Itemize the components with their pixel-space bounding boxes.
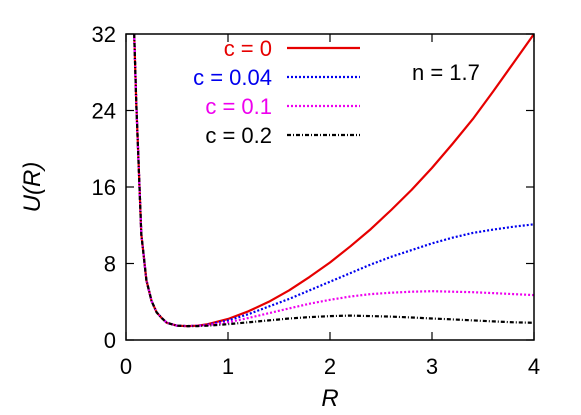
y-tick-label-2: 16 [92,175,116,200]
series-line-3 [133,34,534,328]
x-tick-label-2: 2 [324,354,336,379]
ticks-layer: 0 1 2 3 4 0 8 16 24 32 [92,22,541,379]
x-tick-label-3: 3 [426,354,438,379]
x-tick-label-1: 1 [222,354,234,379]
legend-label-3: c = 0.2 [205,123,272,148]
y-tick-label-4: 32 [92,22,116,47]
x-tick-label-0: 0 [120,354,132,379]
y-tick-label-1: 8 [104,252,116,277]
series-layer [133,34,534,328]
y-axis-label: U(R) [19,162,46,213]
series-line-1 [133,34,534,328]
legend-label-2: c = 0.1 [205,94,272,119]
series-line-0 [133,34,534,328]
x-tick-label-4: 4 [528,354,540,379]
series-line-2 [133,34,534,328]
y-tick-label-3: 24 [92,99,116,124]
n-annotation: n = 1.7 [412,60,480,85]
legend: c = 0 c = 0.04 c = 0.1 c = 0.2 [193,36,360,148]
legend-label-1: c = 0.04 [193,65,272,90]
legend-label-0: c = 0 [224,36,272,61]
x-axis-label: R [321,385,338,412]
y-tick-label-0: 0 [104,328,116,353]
